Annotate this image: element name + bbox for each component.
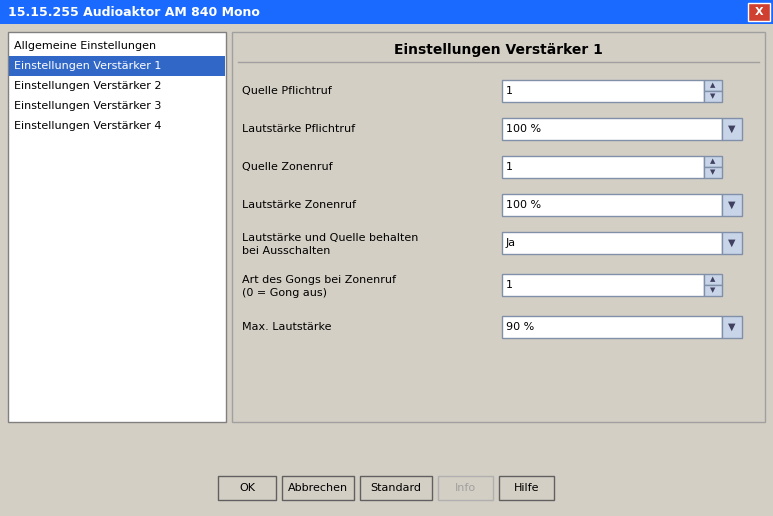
Bar [704,167,722,178]
Text: Hilfe: Hilfe [514,483,540,493]
Bar [502,80,704,102]
Bar [704,80,722,91]
Bar [438,476,493,500]
Text: Einstellungen Verstärker 2: Einstellungen Verstärker 2 [14,81,162,91]
Text: Quelle Pflichtruf: Quelle Pflichtruf [242,86,332,96]
Text: Allgemeine Einstellungen: Allgemeine Einstellungen [14,41,156,51]
Bar [499,476,554,500]
Bar [704,91,722,102]
Text: X: X [754,7,763,17]
Text: ▼: ▼ [710,169,716,175]
Bar [502,232,722,254]
Text: Einstellungen Verstärker 4: Einstellungen Verstärker 4 [14,121,162,131]
Bar [502,194,722,216]
Text: bei Ausschalten: bei Ausschalten [242,246,330,256]
Bar [218,476,276,500]
Text: ▼: ▼ [728,238,736,248]
Bar [722,316,742,338]
Bar [502,156,704,178]
Text: (0 = Gong aus): (0 = Gong aus) [242,288,327,298]
Text: ▲: ▲ [710,276,716,282]
Text: 1: 1 [506,86,513,96]
Text: 1: 1 [506,280,513,290]
Text: Einstellungen Verstärker 3: Einstellungen Verstärker 3 [14,101,162,111]
Text: Lautstärke Zonenruf: Lautstärke Zonenruf [242,200,356,210]
Text: Art des Gongs bei Zonenruf: Art des Gongs bei Zonenruf [242,275,396,285]
Text: Max. Lautstärke: Max. Lautstärke [242,322,332,332]
Bar [9,56,225,76]
Text: Abbrechen: Abbrechen [288,483,348,493]
Bar [722,232,742,254]
Text: Standard: Standard [370,483,421,493]
Bar [704,156,722,167]
Bar [502,316,722,338]
Bar [282,476,354,500]
Text: 90 %: 90 % [506,322,534,332]
Text: 15.15.255 Audioaktor AM 840 Mono: 15.15.255 Audioaktor AM 840 Mono [8,7,260,20]
Text: Ja: Ja [506,238,516,248]
Text: Lautstärke Pflichtruf: Lautstärke Pflichtruf [242,124,355,134]
Text: 100 %: 100 % [506,124,541,134]
Bar [502,118,722,140]
Text: OK: OK [239,483,255,493]
Text: ▼: ▼ [710,287,716,293]
Text: ▲: ▲ [710,158,716,164]
Text: Einstellungen Verstärker 1: Einstellungen Verstärker 1 [394,43,603,57]
Text: Lautstärke und Quelle behalten: Lautstärke und Quelle behalten [242,233,418,243]
Bar [704,285,722,296]
Text: ▲: ▲ [710,82,716,88]
Text: Einstellungen Verstärker 1: Einstellungen Verstärker 1 [14,61,162,71]
Text: 100 %: 100 % [506,200,541,210]
Text: Quelle Zonenruf: Quelle Zonenruf [242,162,332,172]
Text: ▼: ▼ [710,93,716,99]
Text: 1: 1 [506,162,513,172]
Text: ▼: ▼ [728,322,736,332]
Bar [232,32,765,422]
Bar [8,32,226,422]
Text: Info: Info [455,483,476,493]
Bar [704,274,722,285]
Bar [360,476,432,500]
Bar [722,118,742,140]
Bar [502,274,704,296]
Bar [0,0,773,24]
Bar [748,3,770,21]
Text: ▼: ▼ [728,124,736,134]
Text: ▼: ▼ [728,200,736,210]
Bar [722,194,742,216]
